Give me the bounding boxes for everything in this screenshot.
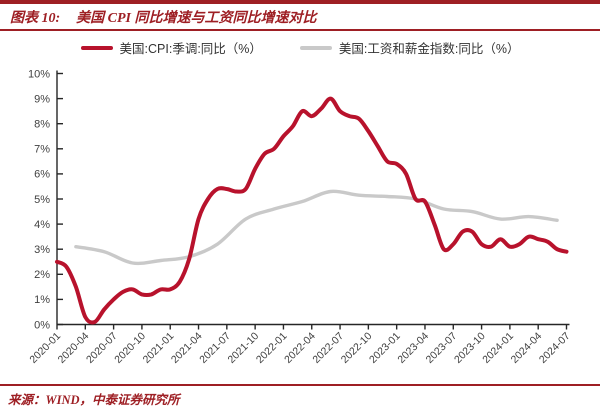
svg-text:0%: 0% <box>34 319 50 331</box>
chart-legend: 美国:CPI:季调:同比（%） 美国:工资和薪金指数:同比（%） <box>0 38 600 57</box>
svg-text:6%: 6% <box>34 169 50 181</box>
line-chart: 0%1%2%3%4%5%6%7%8%9%10%2020-012020-04202… <box>27 68 573 366</box>
svg-text:7%: 7% <box>34 144 50 156</box>
svg-text:2024-07: 2024-07 <box>537 330 573 366</box>
legend-item-cpi: 美国:CPI:季调:同比（%） <box>80 38 262 57</box>
svg-text:3%: 3% <box>34 244 50 256</box>
source-text: 来源：WIND，中泰证券研究所 <box>8 393 180 407</box>
svg-text:1%: 1% <box>34 294 50 306</box>
title-divider <box>0 29 600 31</box>
svg-text:9%: 9% <box>34 93 50 105</box>
top-accent-bar <box>0 0 600 4</box>
cpi-line-swatch <box>80 45 113 50</box>
svg-text:4%: 4% <box>34 219 50 231</box>
svg-text:5%: 5% <box>34 194 50 206</box>
legend-item-wage: 美国:工资和薪金指数:同比（%） <box>299 38 520 57</box>
svg-text:2%: 2% <box>34 269 50 281</box>
figure-title-text: 美国 CPI 同比增速与工资同比增速对比 <box>76 11 317 26</box>
figure-number-label: 图表 10: <box>10 11 61 26</box>
figure-title: 图表 10: 美国 CPI 同比增速与工资同比增速对比 <box>10 7 590 27</box>
legend-label-cpi: 美国:CPI:季调:同比（%） <box>119 42 262 56</box>
svg-text:8%: 8% <box>34 119 50 131</box>
legend-label-wage: 美国:工资和薪金指数:同比（%） <box>338 42 520 56</box>
wage-line-swatch <box>299 45 332 50</box>
svg-text:10%: 10% <box>28 68 50 80</box>
footer-divider <box>0 384 600 386</box>
